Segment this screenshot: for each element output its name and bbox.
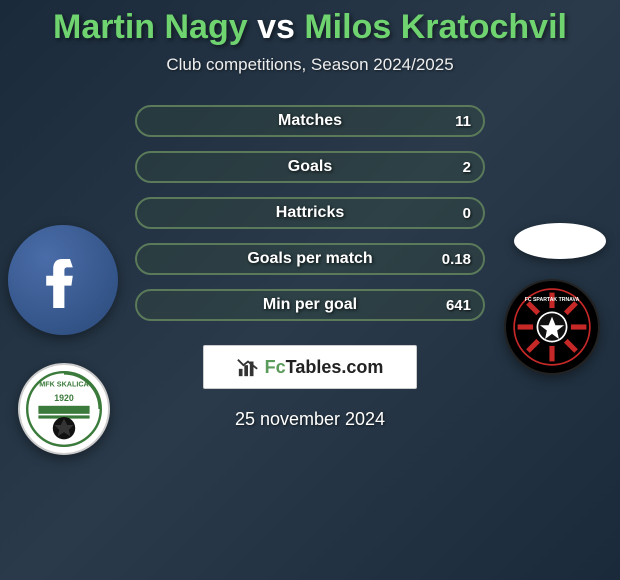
vs-separator: vs xyxy=(257,8,295,46)
club-badge-right: FC SPARTAK TRNAVA xyxy=(504,279,600,375)
footer-brand-suffix: Tables.com xyxy=(286,357,384,377)
stat-row: Matches 11 xyxy=(135,105,485,137)
stat-value-right: 11 xyxy=(455,113,471,130)
stat-value-right: 2 xyxy=(463,159,471,176)
stat-label: Goals per match xyxy=(247,250,372,268)
footer-brand[interactable]: FcTables.com xyxy=(203,345,417,389)
svg-text:FC SPARTAK TRNAVA: FC SPARTAK TRNAVA xyxy=(525,297,580,303)
facebook-badge[interactable] xyxy=(8,225,118,335)
fc-spartak-trnava-crest-icon: FC SPARTAK TRNAVA xyxy=(504,279,600,375)
stats-bars: Matches 11 Goals 2 Hattricks 0 Goals per… xyxy=(135,105,485,321)
stat-value-right: 0 xyxy=(463,205,471,222)
chart-bar-icon xyxy=(237,356,259,378)
stat-value-right: 0.18 xyxy=(442,251,471,268)
content-area: MFK SKALICA 1920 xyxy=(0,105,620,430)
subtitle: Club competitions, Season 2024/2025 xyxy=(0,55,620,75)
ellipse-icon xyxy=(514,223,606,259)
facebook-icon xyxy=(8,225,118,335)
player1-name: Martin Nagy xyxy=(53,8,248,46)
blank-ellipse-badge xyxy=(514,223,606,259)
svg-text:1920: 1920 xyxy=(54,393,74,403)
club-badge-left: MFK SKALICA 1920 xyxy=(18,363,110,455)
stat-row: Goals per match 0.18 xyxy=(135,243,485,275)
stat-row: Goals 2 xyxy=(135,151,485,183)
svg-text:MFK SKALICA: MFK SKALICA xyxy=(39,380,89,389)
stat-row: Min per goal 641 xyxy=(135,289,485,321)
mfk-skalica-crest-icon: MFK SKALICA 1920 xyxy=(18,363,110,455)
stat-label: Min per goal xyxy=(263,296,357,314)
stat-label: Hattricks xyxy=(276,204,344,222)
footer-brand-prefix: Fc xyxy=(265,357,286,377)
footer-brand-text: FcTables.com xyxy=(265,357,384,378)
stat-value-right: 641 xyxy=(446,297,471,314)
stat-label: Goals xyxy=(288,158,332,176)
player2-name: Milos Kratochvil xyxy=(304,8,567,46)
page-title: Martin Nagy vs Milos Kratochvil xyxy=(0,0,620,47)
stat-row: Hattricks 0 xyxy=(135,197,485,229)
stat-label: Matches xyxy=(278,112,342,130)
